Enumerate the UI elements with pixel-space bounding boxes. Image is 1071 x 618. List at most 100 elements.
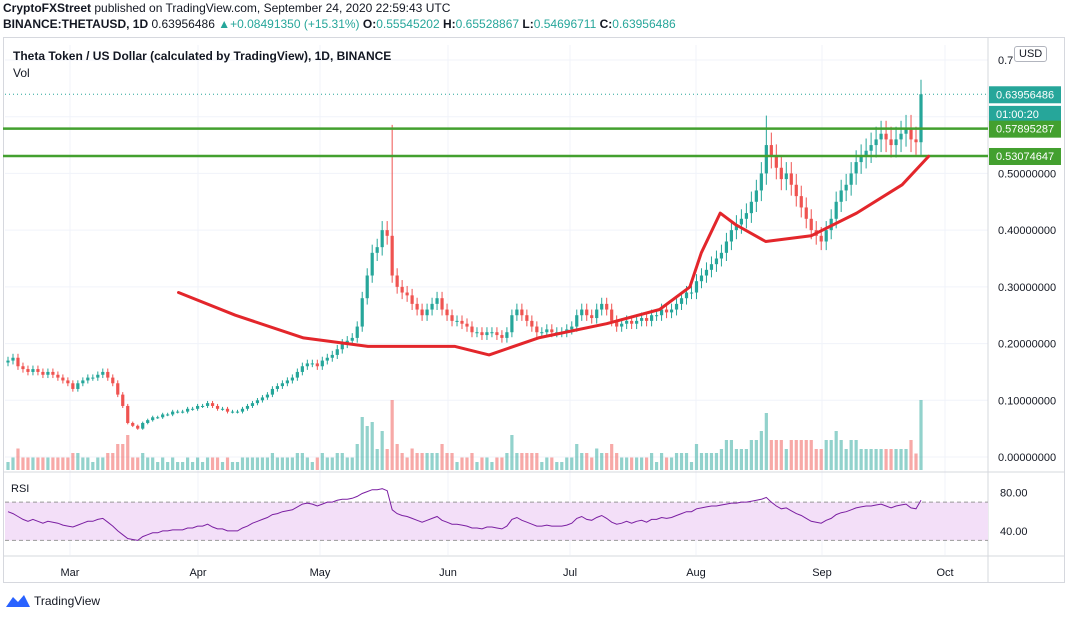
- volume-bar: [101, 457, 105, 470]
- volume-bar: [141, 453, 145, 470]
- volume-bar: [275, 457, 280, 470]
- price-tick-label: 0.40000000: [998, 225, 1056, 237]
- volume-bar: [430, 453, 434, 470]
- candle-body: [605, 303, 609, 310]
- candle-body: [884, 133, 888, 140]
- volume-bar: [390, 400, 394, 470]
- ohlc-line: BINANCE:THETAUSD, 1D 0.63956486 ▲+0.0849…: [3, 16, 676, 32]
- candle-body: [290, 377, 294, 381]
- candle-body: [250, 403, 255, 406]
- candle-body: [171, 411, 175, 415]
- candle-body: [46, 371, 50, 375]
- candle-body: [744, 213, 748, 219]
- candle-body: [640, 318, 644, 321]
- candle-body: [440, 298, 444, 310]
- candle-body: [220, 408, 225, 410]
- candle-body: [749, 201, 753, 214]
- volume-bar: [640, 457, 644, 470]
- candle-body: [510, 315, 514, 333]
- volume-bar: [535, 453, 539, 470]
- candle-body: [255, 400, 260, 404]
- currency-button[interactable]: USD: [1014, 46, 1048, 62]
- up-arrow-icon: ▲: [218, 17, 231, 31]
- volume-bar: [904, 449, 908, 470]
- volume-bar: [495, 457, 499, 470]
- volume-bar: [879, 449, 883, 470]
- volume-bar: [809, 440, 813, 470]
- candle-body: [96, 374, 100, 378]
- candle-body: [774, 156, 778, 168]
- volume-bar: [839, 440, 843, 470]
- rsi-line: [7, 488, 922, 541]
- candle-body: [230, 411, 235, 413]
- candle-body: [56, 374, 60, 378]
- volume-bar: [834, 431, 838, 470]
- candle-body: [270, 388, 275, 395]
- volume-bar: [754, 440, 758, 470]
- volume-bar: [600, 453, 604, 470]
- volume-bar: [744, 449, 748, 470]
- cup-handle-annotation: [177, 154, 931, 357]
- high-value: 0.65528867: [455, 17, 520, 31]
- volume-bar: [16, 448, 20, 470]
- candle-body: [664, 309, 669, 313]
- candle-body: [919, 94, 923, 143]
- candle-body: [335, 349, 339, 355]
- candle-body: [31, 369, 35, 372]
- volume-bar: [320, 453, 324, 470]
- candle-body: [400, 286, 404, 293]
- candle-body: [121, 394, 125, 406]
- candle-body: [709, 264, 714, 270]
- candle-body: [570, 326, 574, 330]
- candle-body: [375, 247, 379, 253]
- candle-body: [101, 371, 105, 375]
- chart-frame: [3, 37, 1065, 583]
- volume-bar: [405, 457, 409, 470]
- volume-bar: [520, 453, 524, 470]
- candle-body: [794, 184, 798, 197]
- candle-body: [714, 258, 719, 265]
- time-tick-label: Aug: [686, 567, 706, 579]
- volume-bar: [61, 457, 65, 470]
- time-tick-label: May: [310, 567, 331, 579]
- volume-bar: [365, 426, 369, 470]
- volume-bar: [225, 457, 230, 470]
- candle-body: [405, 292, 409, 296]
- candle-body: [540, 332, 544, 334]
- candle-body: [490, 332, 494, 334]
- candle-body: [200, 405, 205, 407]
- tradingview-branding[interactable]: TradingView: [6, 594, 100, 608]
- candle-body: [131, 422, 135, 426]
- volume-bar: [485, 457, 489, 470]
- candle-body: [610, 309, 614, 321]
- volume-bar: [679, 453, 684, 470]
- volume-bar: [899, 449, 903, 470]
- candle-body: [41, 371, 45, 375]
- candle-body: [190, 408, 195, 410]
- candle-body: [674, 303, 679, 310]
- volume-bar: [659, 453, 664, 470]
- publisher-name[interactable]: CryptoFXStreet: [3, 1, 92, 15]
- candle-body: [525, 315, 529, 321]
- volume-bar: [11, 457, 15, 470]
- volume-bar: [36, 457, 40, 470]
- volume-bar: [565, 457, 569, 470]
- candle-body: [779, 167, 783, 180]
- volume-bar: [310, 462, 314, 470]
- price-tick-label: 0.00000000: [998, 452, 1056, 464]
- volume-bar: [709, 453, 714, 470]
- volume-bar: [630, 457, 634, 470]
- candle-body: [141, 422, 145, 429]
- volume-bar: [111, 453, 115, 470]
- volume-bar: [615, 453, 619, 470]
- publish-info: CryptoFXStreet published on TradingView.…: [3, 0, 676, 16]
- volume-bar: [824, 440, 828, 470]
- volume-bar: [719, 449, 724, 470]
- candle-body: [475, 332, 479, 334]
- volume-bar: [610, 444, 614, 470]
- candle-body: [450, 315, 454, 321]
- volume-bar: [46, 457, 50, 470]
- candle-body: [161, 414, 165, 418]
- candle-body: [645, 318, 649, 321]
